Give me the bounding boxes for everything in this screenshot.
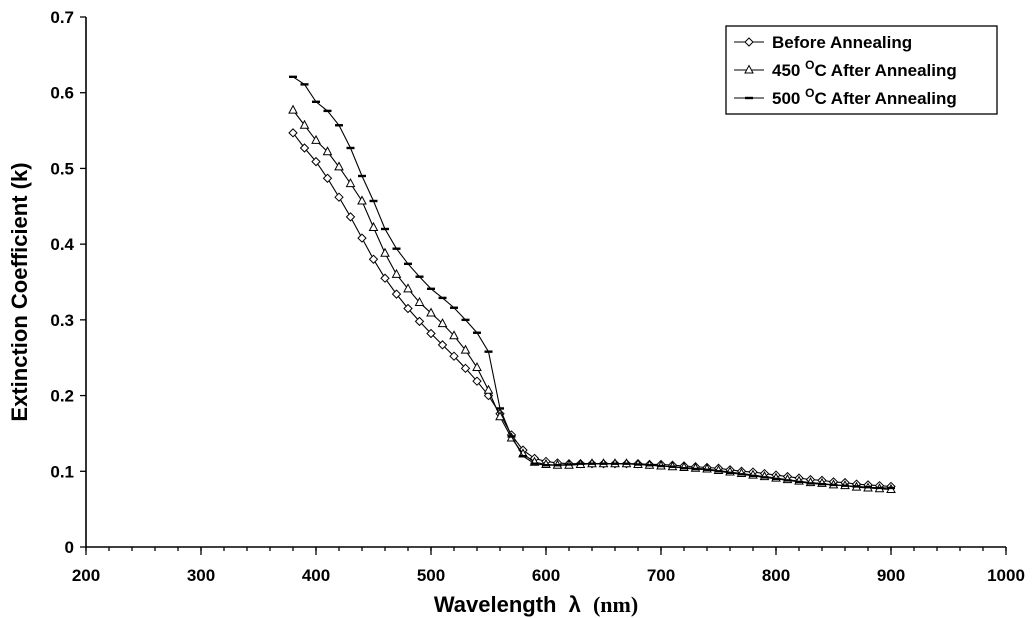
y-tick-label: 0.5	[50, 159, 74, 178]
x-axis-title: Wavelength λ (nm)	[434, 592, 638, 617]
diamond-marker	[299, 143, 310, 153]
legend-box	[725, 25, 998, 115]
triangle-marker	[426, 307, 436, 317]
y-tick-label: 0.3	[50, 311, 74, 330]
y-tick-label: 0.7	[50, 8, 74, 27]
legend-item-1: Before Annealing	[734, 33, 912, 52]
legend-label: Before Annealing	[772, 33, 912, 52]
series-1	[288, 128, 896, 492]
triangle-marker	[380, 247, 390, 257]
y-tick-label: 0.4	[50, 235, 74, 254]
triangle-marker	[483, 384, 494, 394]
x-axis-title-symbol: λ	[569, 592, 581, 617]
triangle-marker	[414, 296, 425, 306]
legend-item-3: 500 OC After Annealing	[734, 86, 957, 108]
series-line	[292, 76, 891, 489]
diamond-marker	[380, 273, 390, 283]
triangle-marker	[472, 361, 482, 372]
x-tick-label: 500	[417, 566, 445, 585]
triangle-marker	[437, 318, 448, 328]
triangle-marker	[322, 146, 333, 156]
series-line	[292, 132, 892, 487]
diamond-marker	[472, 376, 482, 386]
y-tick-label: 0	[65, 538, 74, 557]
diamond-marker	[288, 128, 298, 138]
triangle-marker	[334, 161, 344, 171]
triangle-marker	[449, 330, 459, 340]
triangle-marker	[368, 221, 379, 231]
y-tick-label: 0.2	[50, 387, 74, 406]
series-3	[289, 75, 895, 490]
diamond-marker	[449, 351, 459, 361]
triangle-marker	[391, 268, 402, 278]
diamond-marker	[460, 363, 471, 374]
triangle-marker	[345, 178, 356, 188]
legend-label: 500 OC After Annealing	[772, 86, 957, 108]
diamond-marker	[334, 192, 344, 202]
diamond-marker	[414, 316, 425, 327]
diamond-marker	[426, 328, 436, 339]
x-tick-label: 200	[72, 566, 100, 585]
axes: 0 0.1 0.2 0.3 0.4 0.5 0.6 0.7 200 300 400 500 600 700…	[50, 8, 1025, 585]
x-tick-label: 800	[762, 566, 790, 585]
y-axis-title: Extinction Coefficient (k)	[7, 162, 32, 421]
y-tick-label: 0.6	[50, 84, 74, 103]
triangle-marker	[460, 344, 471, 354]
diamond-marker	[345, 212, 356, 222]
x-tick-label: 900	[877, 566, 905, 585]
diamond-marker	[744, 37, 754, 47]
diamond-marker	[357, 233, 367, 243]
diamond-marker	[403, 303, 413, 314]
triangle-marker	[288, 104, 298, 114]
legend-item-2: 450 OC After Annealing	[734, 58, 957, 80]
diamond-marker	[311, 156, 321, 167]
legend: Before Annealing 450 OC After Annealing 50…	[725, 25, 998, 115]
x-tick-label: 400	[302, 566, 330, 585]
triangle-marker	[744, 64, 754, 74]
x-tick-label: 600	[532, 566, 560, 585]
x-tick-label: 300	[187, 566, 215, 585]
triangle-marker	[357, 195, 367, 205]
series-line	[292, 109, 892, 491]
y-tick-label: 0.1	[50, 462, 74, 481]
x-axis-title-text: Wavelength	[434, 592, 557, 617]
series-2	[288, 104, 896, 493]
legend-label: 450 OC After Annealing	[772, 58, 957, 80]
triangle-marker	[299, 119, 310, 129]
series-layer	[288, 75, 896, 493]
x-tick-label: 700	[647, 566, 675, 585]
diamond-marker	[437, 340, 448, 350]
diamond-marker	[322, 173, 333, 183]
triangle-marker	[311, 134, 321, 144]
diamond-marker	[368, 254, 379, 264]
x-tick-label: 1000	[987, 566, 1025, 585]
diamond-marker	[391, 289, 402, 299]
triangle-marker	[403, 283, 413, 293]
triangle-marker	[495, 411, 505, 421]
x-axis-title-unit: (nm)	[593, 592, 638, 617]
